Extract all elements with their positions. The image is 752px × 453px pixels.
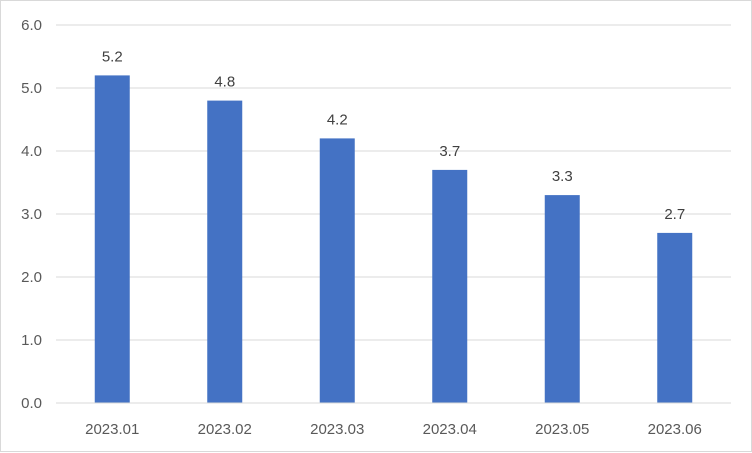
y-tick-label: 3.0 xyxy=(21,206,42,223)
bar xyxy=(319,138,355,403)
bar xyxy=(94,75,130,404)
x-tick-label: 2023.05 xyxy=(535,421,589,438)
bar xyxy=(544,195,580,403)
data-label: 2.7 xyxy=(664,206,685,223)
bar xyxy=(432,169,468,403)
data-label: 4.8 xyxy=(214,74,235,91)
y-tick-label: 0.0 xyxy=(21,395,42,412)
bar xyxy=(657,232,693,403)
data-label: 4.2 xyxy=(327,111,348,128)
y-tick-label: 6.0 xyxy=(21,17,42,34)
x-tick-label: 2023.03 xyxy=(310,421,364,438)
y-tick-label: 2.0 xyxy=(21,269,42,286)
y-tick-label: 4.0 xyxy=(21,143,42,160)
x-tick-label: 2023.01 xyxy=(85,421,139,438)
x-tick-label: 2023.06 xyxy=(648,421,702,438)
data-label: 3.3 xyxy=(552,168,573,185)
y-tick-label: 1.0 xyxy=(21,332,42,349)
data-label: 3.7 xyxy=(439,143,460,160)
bar xyxy=(207,100,243,403)
data-label: 5.2 xyxy=(102,48,123,65)
y-tick-label: 5.0 xyxy=(21,80,42,97)
x-tick-label: 2023.04 xyxy=(423,421,477,438)
x-tick-label: 2023.02 xyxy=(198,421,252,438)
